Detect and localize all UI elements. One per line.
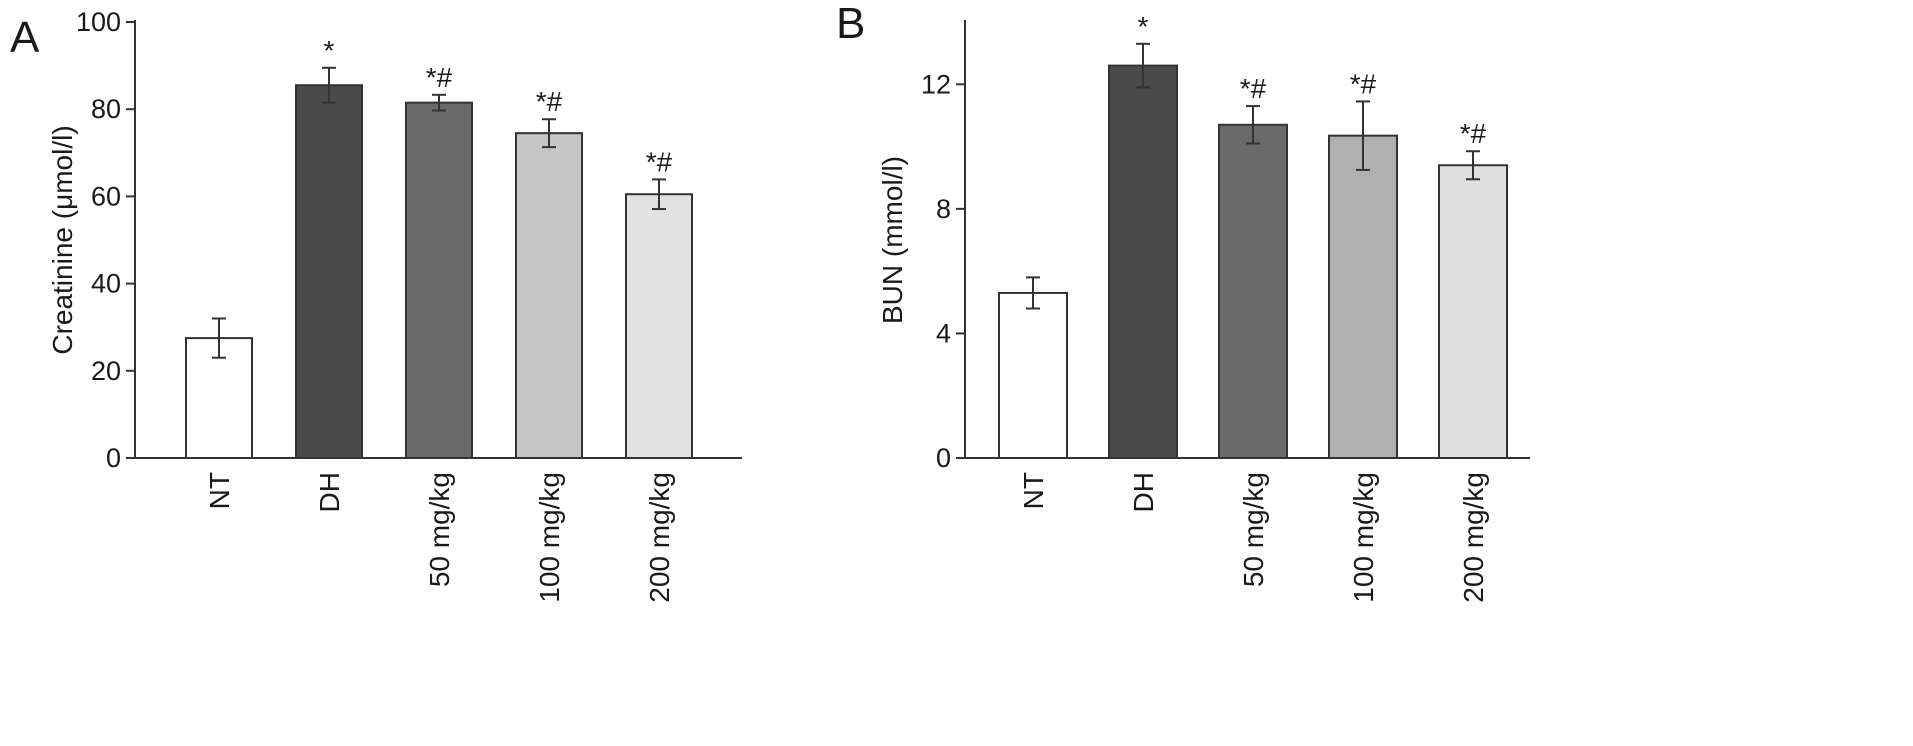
category-label-b-2: 50 mg/kg <box>1238 472 1269 587</box>
y-tick-label-a: 80 <box>91 94 121 124</box>
significance-label-b-4: *# <box>1460 118 1487 149</box>
y-tick-label-b: 12 <box>921 69 951 99</box>
y-tick-label-a: 40 <box>91 269 121 299</box>
significance-label-a-3: *# <box>536 86 563 117</box>
y-tick-label-a: 20 <box>91 356 121 386</box>
bar-b-0 <box>998 291 1068 460</box>
bar-b-4 <box>1438 164 1508 459</box>
bar-b-3 <box>1328 134 1398 460</box>
bar-b-2 <box>1218 123 1288 460</box>
panel-b: B 0 4 8 12 BUN (mmol/l) NT * DH *# 50 mg/kg *# 100 m… <box>836 0 1530 603</box>
panel-letter-a: A <box>10 13 40 62</box>
significance-label-a-2: *# <box>426 62 453 93</box>
bar-b-1 <box>1108 64 1178 459</box>
category-label-a-1: DH <box>314 472 345 512</box>
panel-a: A 0 20 40 60 80 100 Creatinine (μmol/l) NT * DH *# 5… <box>10 7 742 603</box>
panel-letter-b: B <box>836 0 865 48</box>
bar-a-2 <box>405 101 473 459</box>
y-tick-label-a: 0 <box>106 443 121 473</box>
category-label-a-2: 50 mg/kg <box>424 472 455 587</box>
y-tick-label-b: 0 <box>936 443 951 473</box>
significance-label-b-1: * <box>1138 11 1149 42</box>
y-tick-label-a: 100 <box>76 7 121 37</box>
significance-label-a-4: *# <box>646 146 673 177</box>
bar-a-4 <box>625 193 693 459</box>
y-tick-label-a: 60 <box>91 181 121 211</box>
significance-label-b-3: *# <box>1350 68 1377 99</box>
category-label-a-0: NT <box>204 472 235 509</box>
category-label-b-3: 100 mg/kg <box>1348 472 1379 603</box>
significance-label-a-1: * <box>324 35 335 66</box>
significance-label-b-2: *# <box>1240 73 1267 104</box>
y-tick-label-b: 4 <box>936 318 951 348</box>
category-label-a-4: 200 mg/kg <box>644 472 675 603</box>
y-axis-title-a: Creatinine (μmol/l) <box>47 125 78 354</box>
category-label-b-4: 200 mg/kg <box>1458 472 1489 603</box>
category-label-b-0: NT <box>1018 472 1049 509</box>
y-tick-label-b: 8 <box>936 194 951 224</box>
y-axis-title-b: BUN (mmol/l) <box>877 156 908 324</box>
category-label-b-1: DH <box>1128 472 1159 512</box>
bar-a-1 <box>295 84 363 459</box>
category-label-a-3: 100 mg/kg <box>534 472 565 603</box>
bar-a-3 <box>515 132 583 459</box>
